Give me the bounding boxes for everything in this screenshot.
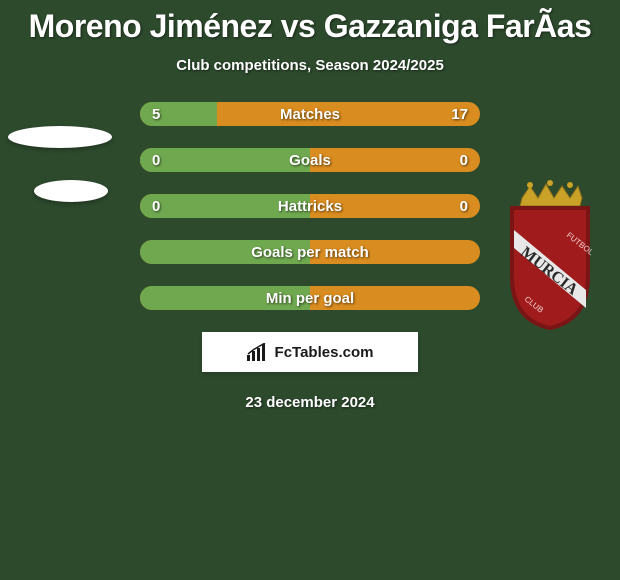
stat-label: Matches [140,102,480,126]
stat-value-right: 0 [460,148,468,172]
stat-row: Goals0 0 [140,148,480,172]
infographic-root: Moreno Jiménez vs Gazzaniga FarÃ­as Club… [0,0,620,580]
stat-value-right: 0 [460,194,468,218]
stat-value-left: 0 [152,194,160,218]
stat-row: Hattricks0 0 [140,194,480,218]
brand-text: FcTables.com [275,344,374,361]
brand-badge: FcTables.com [202,332,418,372]
avatar-placeholder [34,180,108,202]
stat-label: Min per goal [140,286,480,310]
stat-label: Hattricks [140,194,480,218]
stat-row: Min per goal [140,286,480,310]
footer-date: 23 december 2024 [0,394,620,411]
bar-chart-icon [247,343,269,361]
page-subtitle: Club competitions, Season 2024/2025 [0,57,620,74]
stat-label: Goals per match [140,240,480,264]
stat-value-right: 17 [451,102,468,126]
stat-row: Goals per match [140,240,480,264]
stat-row: Matches5 17 [140,102,480,126]
club-crest: MURCIA CLUB FUTBOL [502,180,598,330]
stat-label: Goals [140,148,480,172]
stat-value-left: 0 [152,148,160,172]
stat-value-left: 5 [152,102,160,126]
avatar-placeholder [8,126,112,148]
page-title: Moreno Jiménez vs Gazzaniga FarÃ­as [0,0,620,45]
